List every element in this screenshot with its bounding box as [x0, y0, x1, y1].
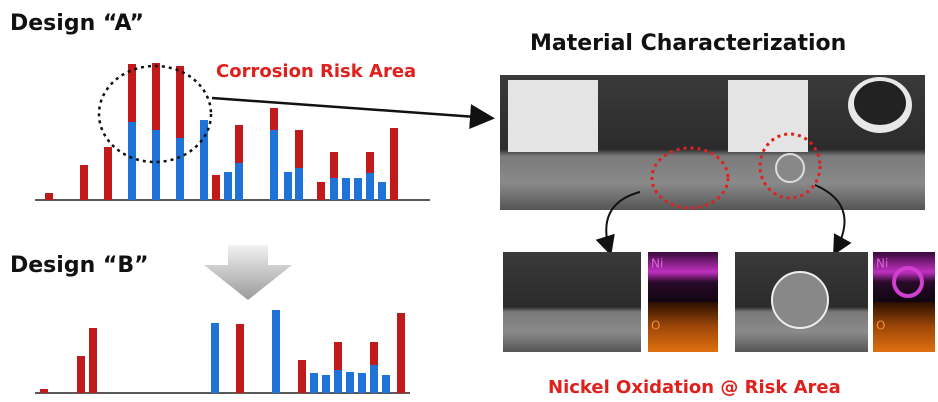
figure: Design “A” Corrosion Risk Area Material … — [0, 0, 938, 402]
sem-overview — [500, 75, 925, 210]
characterization-title: Material Characterization — [530, 31, 846, 56]
diagram: Design “A” Corrosion Risk Area Material … — [0, 0, 938, 402]
design-a-bars — [35, 63, 430, 200]
design-a-title: Design “A” — [10, 11, 144, 36]
caption: Nickel Oxidation @ Risk Area — [548, 377, 841, 398]
map-label: O — [876, 319, 885, 333]
map-label: Ni — [651, 257, 663, 271]
design-b-bars — [35, 310, 410, 393]
map-label: O — [651, 319, 660, 333]
pointer-arrow — [212, 98, 490, 118]
risk-annotation: Corrosion Risk Area — [216, 61, 416, 82]
down-arrow — [204, 245, 292, 300]
map-label: Ni — [876, 257, 888, 271]
sem-detail — [503, 252, 935, 352]
design-b-title: Design “B” — [10, 253, 149, 278]
